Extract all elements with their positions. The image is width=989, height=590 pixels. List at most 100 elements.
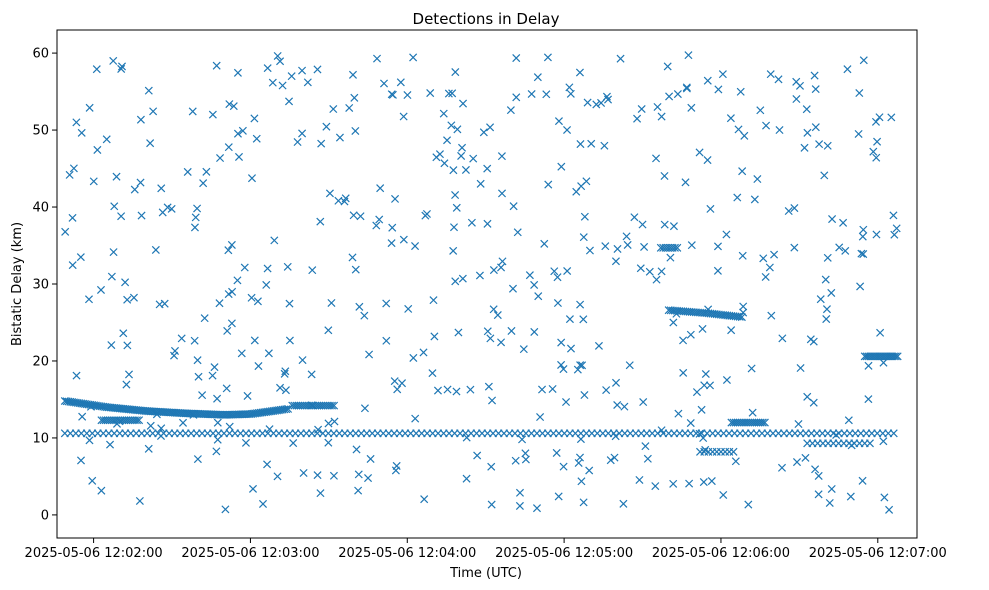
- data-point: [872, 230, 881, 239]
- data-point: [635, 475, 644, 485]
- data-point: [579, 498, 588, 507]
- data-point: [876, 328, 885, 337]
- data-point: [233, 129, 242, 138]
- data-point: [706, 204, 715, 213]
- data-point: [341, 194, 350, 203]
- data-point: [392, 461, 401, 470]
- data-point: [439, 109, 448, 118]
- data-point: [264, 349, 273, 358]
- data-point: [78, 412, 87, 421]
- data-point: [458, 274, 467, 283]
- data-point: [844, 416, 853, 425]
- data-point: [486, 334, 495, 343]
- data-point: [123, 295, 132, 304]
- data-point: [208, 371, 217, 380]
- data-point: [513, 228, 522, 237]
- data-point: [846, 492, 855, 501]
- data-point: [748, 408, 757, 417]
- data-point: [672, 309, 681, 318]
- data-point: [774, 75, 783, 84]
- data-point: [673, 243, 682, 252]
- data-point: [633, 114, 642, 123]
- data-point: [669, 222, 678, 231]
- data-point: [579, 233, 588, 242]
- data-point: [268, 78, 277, 87]
- data-point: [426, 89, 435, 98]
- data-point: [682, 84, 691, 93]
- data-point: [449, 166, 458, 175]
- data-point: [198, 391, 207, 400]
- data-point: [718, 70, 727, 79]
- data-point: [85, 103, 94, 112]
- data-point: [248, 484, 258, 493]
- data-point: [739, 308, 748, 317]
- data-point: [855, 89, 864, 98]
- data-point: [476, 179, 485, 188]
- data-point: [713, 266, 722, 275]
- data-point: [462, 433, 471, 442]
- data-point: [124, 370, 134, 379]
- data-point: [354, 470, 363, 479]
- data-point: [865, 439, 874, 448]
- data-point: [736, 87, 745, 96]
- data-point: [559, 365, 568, 374]
- data-point: [835, 243, 844, 252]
- data-point: [553, 299, 562, 308]
- data-point: [603, 95, 613, 104]
- data-point: [356, 212, 365, 221]
- data-point: [483, 164, 492, 173]
- y-tick-label: 10: [32, 431, 49, 446]
- data-point: [298, 66, 307, 75]
- data-point: [580, 212, 589, 221]
- data-point: [444, 89, 453, 98]
- data-point: [397, 379, 407, 388]
- data-point: [452, 387, 461, 396]
- data-point: [307, 401, 316, 410]
- data-point: [388, 90, 397, 99]
- data-point: [388, 223, 397, 232]
- data-point: [753, 175, 762, 184]
- data-point: [822, 305, 831, 314]
- data-point: [479, 128, 488, 137]
- data-point: [665, 92, 674, 101]
- data-point: [576, 300, 585, 309]
- data-point: [527, 89, 536, 99]
- data-point: [534, 292, 543, 301]
- data-point: [106, 440, 115, 449]
- data-point: [298, 356, 307, 365]
- data-point: [146, 139, 155, 148]
- data-point: [767, 311, 776, 320]
- data-point: [327, 401, 337, 410]
- data-point: [822, 315, 831, 324]
- data-point: [461, 165, 470, 174]
- data-point: [695, 148, 704, 157]
- data-point: [253, 297, 262, 306]
- data-point: [334, 196, 343, 205]
- data-point: [225, 100, 234, 109]
- data-point: [875, 113, 884, 122]
- data-point: [540, 239, 549, 248]
- data-point: [543, 53, 552, 62]
- data-point: [399, 235, 408, 244]
- data-point: [224, 290, 233, 299]
- data-point: [735, 312, 744, 321]
- data-point: [670, 243, 679, 252]
- data-point: [467, 218, 476, 227]
- data-point: [92, 65, 101, 74]
- data-point: [811, 85, 820, 94]
- data-point: [429, 296, 438, 305]
- data-point: [250, 114, 259, 123]
- data-point: [123, 341, 132, 350]
- data-point: [532, 504, 542, 513]
- data-point: [484, 382, 493, 391]
- data-point: [638, 220, 647, 229]
- data-point: [193, 455, 202, 464]
- data-point: [447, 121, 456, 130]
- data-point: [440, 159, 449, 168]
- data-point: [487, 462, 496, 471]
- data-point: [740, 131, 749, 140]
- data-point: [350, 93, 359, 102]
- data-point: [811, 465, 820, 474]
- data-points: [60, 51, 902, 514]
- data-point: [703, 156, 712, 165]
